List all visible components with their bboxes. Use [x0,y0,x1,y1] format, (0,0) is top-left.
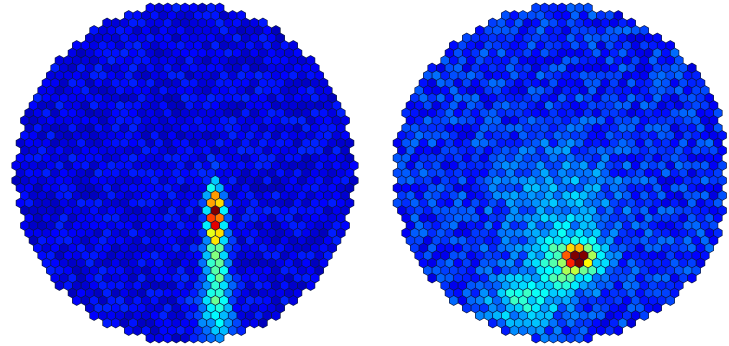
hex-cell [539,332,550,344]
hex-cell [154,332,164,344]
hex-cell [548,332,559,344]
hex-cell [501,325,511,336]
hex-cell [687,272,697,284]
hex-cell [124,325,134,336]
hex-cell [449,295,459,306]
hex-cell [72,295,82,306]
hex-cell [111,317,121,329]
hex-cell [54,280,65,291]
hex-cell [288,295,298,306]
hex-cell [197,332,208,344]
hex-cell [574,332,585,344]
hex-cell [180,332,190,344]
hex-cell [89,310,99,321]
hex-cell [613,325,623,336]
hex-cell [102,317,112,329]
hex-cell [488,317,498,329]
hex-cell [665,295,675,306]
hex-cell [271,310,281,321]
hex-cell [583,332,593,344]
hex-cell [626,317,636,329]
hex-cell [604,325,615,336]
hex-cell [188,332,199,344]
hex-cell [171,332,182,344]
hex-cell [509,325,520,336]
hex-cell [565,332,576,344]
hex-cell [557,332,567,344]
hex-cell [639,310,649,321]
hex-cell [227,325,238,336]
hex-cell [518,325,528,336]
hex-cell [249,317,259,329]
hex-cell [162,332,173,344]
hex-cell [305,280,316,291]
left-hex-image [11,2,359,344]
hex-cell [427,272,437,284]
right-hex-image [392,2,727,344]
hex-cell [206,332,216,344]
hex-cell [475,310,485,321]
hex-cell [596,325,606,336]
hex-cell [531,332,541,344]
hex-cell [652,302,662,314]
hex-cell [145,332,156,344]
hex-cell [214,332,225,344]
hex-cell [258,317,268,329]
hex-cell [132,325,143,336]
hex-cell [236,325,246,336]
hex-cell [462,302,472,314]
